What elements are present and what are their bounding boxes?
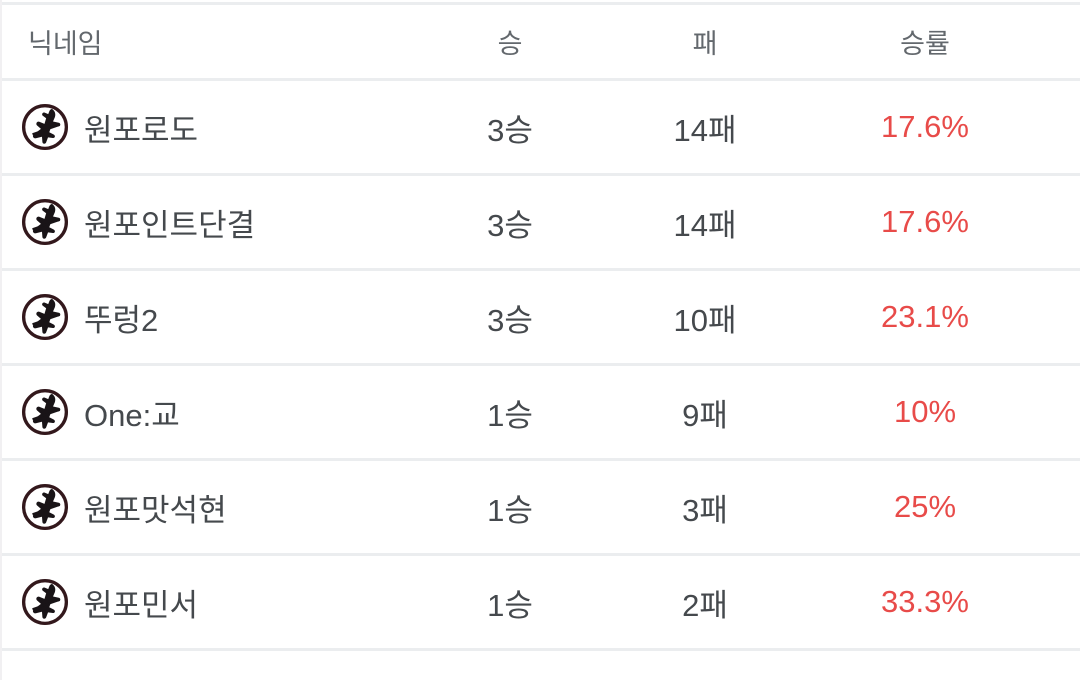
table-row[interactable]: One:교 1승 9패 10% xyxy=(2,363,1080,458)
winrate-value: 25% xyxy=(893,489,957,524)
winrate-value: 23.1% xyxy=(881,299,969,334)
player-nickname: 원포민서 xyxy=(84,587,199,623)
skater-silhouette-icon xyxy=(20,482,70,532)
winrate-value: 33.3% xyxy=(881,584,969,619)
player-nickname: 원포맛석현 xyxy=(84,492,227,528)
table-row[interactable]: 원포인트단결 3승 14패 17.6% xyxy=(2,173,1080,268)
winrate-value: 17.6% xyxy=(881,204,969,239)
skater-silhouette-icon xyxy=(20,577,70,627)
bottom-divider xyxy=(2,648,1080,651)
table-header-row: 닉네임 승 패 승률 xyxy=(2,5,1080,78)
player-cell: 원포로도 xyxy=(2,102,410,152)
column-header-wins: 승 xyxy=(497,29,523,59)
column-header-nickname: 닉네임 xyxy=(28,29,103,59)
table-row[interactable]: 뚜렁2 3승 10패 23.1% xyxy=(2,268,1080,363)
top-divider xyxy=(2,2,1080,5)
table-body: 원포로도 3승 14패 17.6% 원포인트단결 3승 14패 17.6% xyxy=(2,78,1080,648)
skater-silhouette-icon xyxy=(20,197,70,247)
losses-value: 9패 xyxy=(682,397,728,433)
player-nickname: 뚜렁2 xyxy=(84,302,159,338)
next-row-gap xyxy=(2,651,1080,680)
skater-silhouette-icon xyxy=(20,387,70,437)
losses-value: 14패 xyxy=(673,207,737,243)
losses-value: 14패 xyxy=(673,112,737,148)
table-row[interactable]: 원포로도 3승 14패 17.6% xyxy=(2,78,1080,173)
skater-silhouette-icon xyxy=(20,292,70,342)
player-cell: One:교 xyxy=(2,387,410,437)
column-header-losses: 패 xyxy=(692,29,718,59)
player-cell: 원포맛석현 xyxy=(2,482,410,532)
wins-value: 1승 xyxy=(487,492,533,528)
winrate-value: 17.6% xyxy=(881,109,969,144)
wins-value: 3승 xyxy=(487,302,533,338)
wins-value: 1승 xyxy=(487,397,533,433)
losses-value: 2패 xyxy=(682,587,728,623)
player-cell: 뚜렁2 xyxy=(2,292,410,342)
player-nickname: One:교 xyxy=(84,397,180,433)
player-cell: 원포민서 xyxy=(2,577,410,627)
table-row[interactable]: 원포맛석현 1승 3패 25% xyxy=(2,458,1080,553)
skater-silhouette-icon xyxy=(20,102,70,152)
player-cell: 원포인트단결 xyxy=(2,197,410,247)
wins-value: 3승 xyxy=(487,112,533,148)
player-nickname: 원포로도 xyxy=(84,112,199,148)
wins-value: 1승 xyxy=(487,587,533,623)
column-header-winrate: 승률 xyxy=(900,29,950,59)
player-nickname: 원포인트단결 xyxy=(84,207,256,243)
wins-value: 3승 xyxy=(487,207,533,243)
losses-value: 3패 xyxy=(682,492,728,528)
winrate-value: 10% xyxy=(893,394,957,429)
table-row[interactable]: 원포민서 1승 2패 33.3% xyxy=(2,553,1080,648)
losses-value: 10패 xyxy=(673,302,737,338)
